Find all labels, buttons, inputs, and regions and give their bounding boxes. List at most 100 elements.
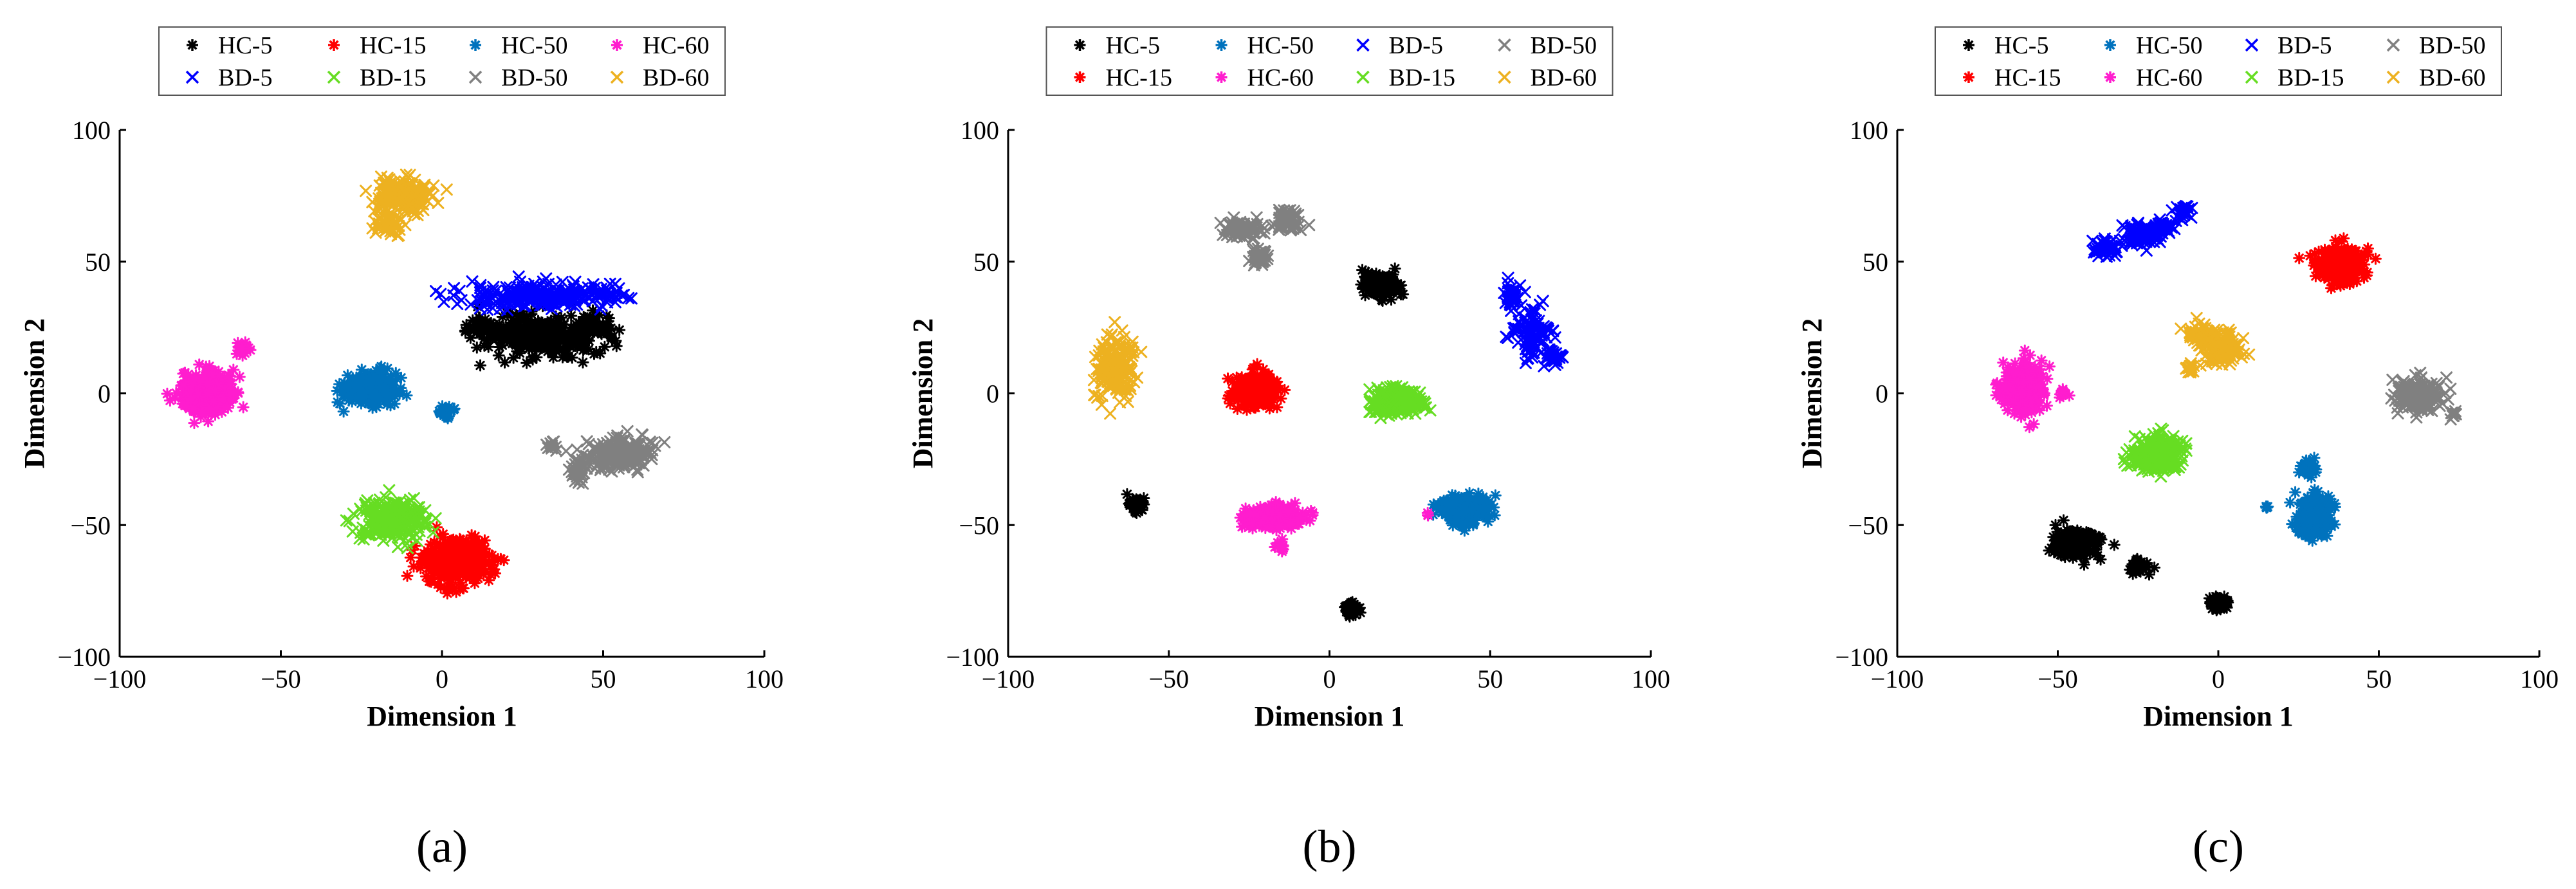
panel-b-point-hc-15 xyxy=(1263,402,1276,415)
panel-a-point-bd-15 xyxy=(427,526,439,539)
panel-a-point-hc-15 xyxy=(497,554,510,567)
panel-a-legend-marker-hc-50 xyxy=(470,39,481,51)
panel-b-point-hc-50 xyxy=(1477,504,1489,517)
panel-a-point-hc-50 xyxy=(337,385,350,398)
panel-b-point-hc-15 xyxy=(1235,371,1248,384)
panel-b-legend-label-hc-15: HC-15 xyxy=(1106,64,1172,91)
panel-a-legend-label-bd-15: BD-15 xyxy=(360,64,426,91)
panel-a-point-bd-60 xyxy=(391,230,404,243)
panel-b-point-hc-60 xyxy=(1289,497,1302,509)
panel-a-x-tick-label: −50 xyxy=(261,664,301,693)
panel-b-point-bd-15 xyxy=(1398,401,1411,414)
panel-b-legend-marker-hc-60 xyxy=(1215,71,1228,83)
panel-a-point-hc-5 xyxy=(513,310,526,323)
panel-b-point-bd-60 xyxy=(1094,376,1107,389)
panel-a-point-hc-50 xyxy=(383,374,396,387)
panel-b-point-bd-60 xyxy=(1114,365,1127,378)
panel-a-point-hc-60 xyxy=(216,405,228,418)
panel-a-point-hc-50 xyxy=(341,369,354,381)
panel-a-point-hc-5 xyxy=(613,324,626,336)
panel-b-x-tick-label: 100 xyxy=(1632,664,1670,693)
panel-a-point-hc-5 xyxy=(484,331,497,344)
panel-a-point-hc-5 xyxy=(479,313,492,325)
panel-a-point-hc-15 xyxy=(459,571,472,583)
panel-c-series-hc-5 xyxy=(2043,514,2234,617)
panel-b-y-axis-title: Dimension 2 xyxy=(907,318,939,468)
panel-b-legend-marker-bd-5 xyxy=(1356,38,1370,52)
panel-b-point-hc-50 xyxy=(1458,502,1471,515)
panel-a-point-bd-5 xyxy=(591,288,604,300)
panel-a-point-hc-15 xyxy=(422,562,435,574)
panel-a-point-bd-50 xyxy=(582,437,595,450)
panel-b-point-hc-60 xyxy=(1299,508,1312,521)
panel-a-point-bd-50 xyxy=(625,453,638,466)
panel-a-point-hc-60 xyxy=(226,393,239,406)
panel-a-point-hc-15 xyxy=(478,534,491,547)
panel-a-point-bd-60 xyxy=(411,205,424,217)
panel-a-point-bd-5 xyxy=(595,299,608,312)
panel-a-point-hc-15 xyxy=(430,537,443,550)
panel-a-point-bd-60 xyxy=(368,205,381,217)
panel-b-point-hc-60 xyxy=(1239,502,1252,515)
panel-b-legend-item-hc-50: HC-50 xyxy=(1215,32,1314,59)
panel-a-point-hc-60 xyxy=(201,378,214,391)
panel-b-point-bd-5 xyxy=(1532,322,1545,335)
panel-a-point-bd-15 xyxy=(383,484,396,497)
panel-b-point-hc-50 xyxy=(1461,511,1474,524)
panel-a-point-hc-5 xyxy=(549,338,562,350)
panel-b-legend-label-bd-5: BD-5 xyxy=(1389,32,1443,59)
panel-a-point-hc-15 xyxy=(414,562,427,574)
panel-a-point-hc-5 xyxy=(544,339,557,352)
panel-b-point-hc-5 xyxy=(1341,599,1354,612)
panel-a-point-bd-60 xyxy=(440,183,453,196)
panel-b-legend-item-hc-5: HC-5 xyxy=(1074,32,1160,59)
panel-a-point-hc-15 xyxy=(432,563,445,576)
panel-b-point-hc-5 xyxy=(1135,503,1147,516)
panel-b-point-bd-5 xyxy=(1499,297,1512,309)
panel-a-point-bd-15 xyxy=(397,513,410,526)
panel-a-point-hc-15 xyxy=(452,560,465,573)
panel-a-point-hc-60 xyxy=(236,349,249,362)
panel-b-legend-item-bd-50: BD-50 xyxy=(1498,32,1597,59)
panel-b-point-bd-5 xyxy=(1520,343,1532,356)
panel-a-x-tick-label: −100 xyxy=(93,664,147,693)
panel-b-point-bd-50 xyxy=(1303,219,1316,232)
panel-b-point-bd-5 xyxy=(1525,320,1538,333)
panel-b-point-bd-60 xyxy=(1112,355,1125,368)
panel-b-point-hc-60 xyxy=(1266,516,1279,529)
panel-a-point-hc-50 xyxy=(381,394,394,407)
panel-b-point-hc-5 xyxy=(1385,293,1397,306)
panel-a-point-hc-15 xyxy=(467,546,480,559)
panel-a-point-bd-5 xyxy=(594,303,607,316)
panel-a-point-hc-5 xyxy=(507,351,520,364)
panel-b-legend-label-bd-15: BD-15 xyxy=(1389,64,1455,91)
panel-b-point-bd-5 xyxy=(1526,351,1539,364)
panel-a-point-hc-60 xyxy=(210,400,223,413)
panel-a-series-bd-60 xyxy=(360,169,453,243)
panel-a-point-bd-60 xyxy=(360,185,373,197)
panel-b-point-hc-50 xyxy=(1458,524,1471,537)
panel-a-point-bd-15 xyxy=(346,525,359,538)
panel-a-point-hc-60 xyxy=(227,387,240,399)
panel-a-point-bd-50 xyxy=(544,437,557,450)
panel-a-point-hc-5 xyxy=(520,356,533,369)
panel-a-point-hc-50 xyxy=(389,367,402,380)
panel-b-point-bd-5 xyxy=(1545,345,1558,358)
panel-b-series-bd-50 xyxy=(1214,203,1316,271)
panel-a-point-hc-50 xyxy=(342,389,354,402)
panel-a-point-hc-50 xyxy=(434,406,446,419)
panel-a-point-hc-15 xyxy=(420,570,432,583)
panel-a-point-bd-5 xyxy=(543,291,556,304)
panel-a-point-hc-60 xyxy=(224,377,236,390)
panel-b-point-bd-15 xyxy=(1381,403,1394,416)
panel-a-point-bd-50 xyxy=(658,436,671,448)
panel-a-point-bd-15 xyxy=(365,517,378,530)
panel-a-point-hc-5 xyxy=(473,311,486,324)
panel-b-point-hc-15 xyxy=(1278,383,1291,396)
panel-b-point-hc-15 xyxy=(1260,390,1273,403)
panel-a-point-hc-5 xyxy=(593,309,606,322)
panel-a-point-hc-5 xyxy=(557,335,569,347)
panel-a-point-hc-60 xyxy=(187,377,200,390)
